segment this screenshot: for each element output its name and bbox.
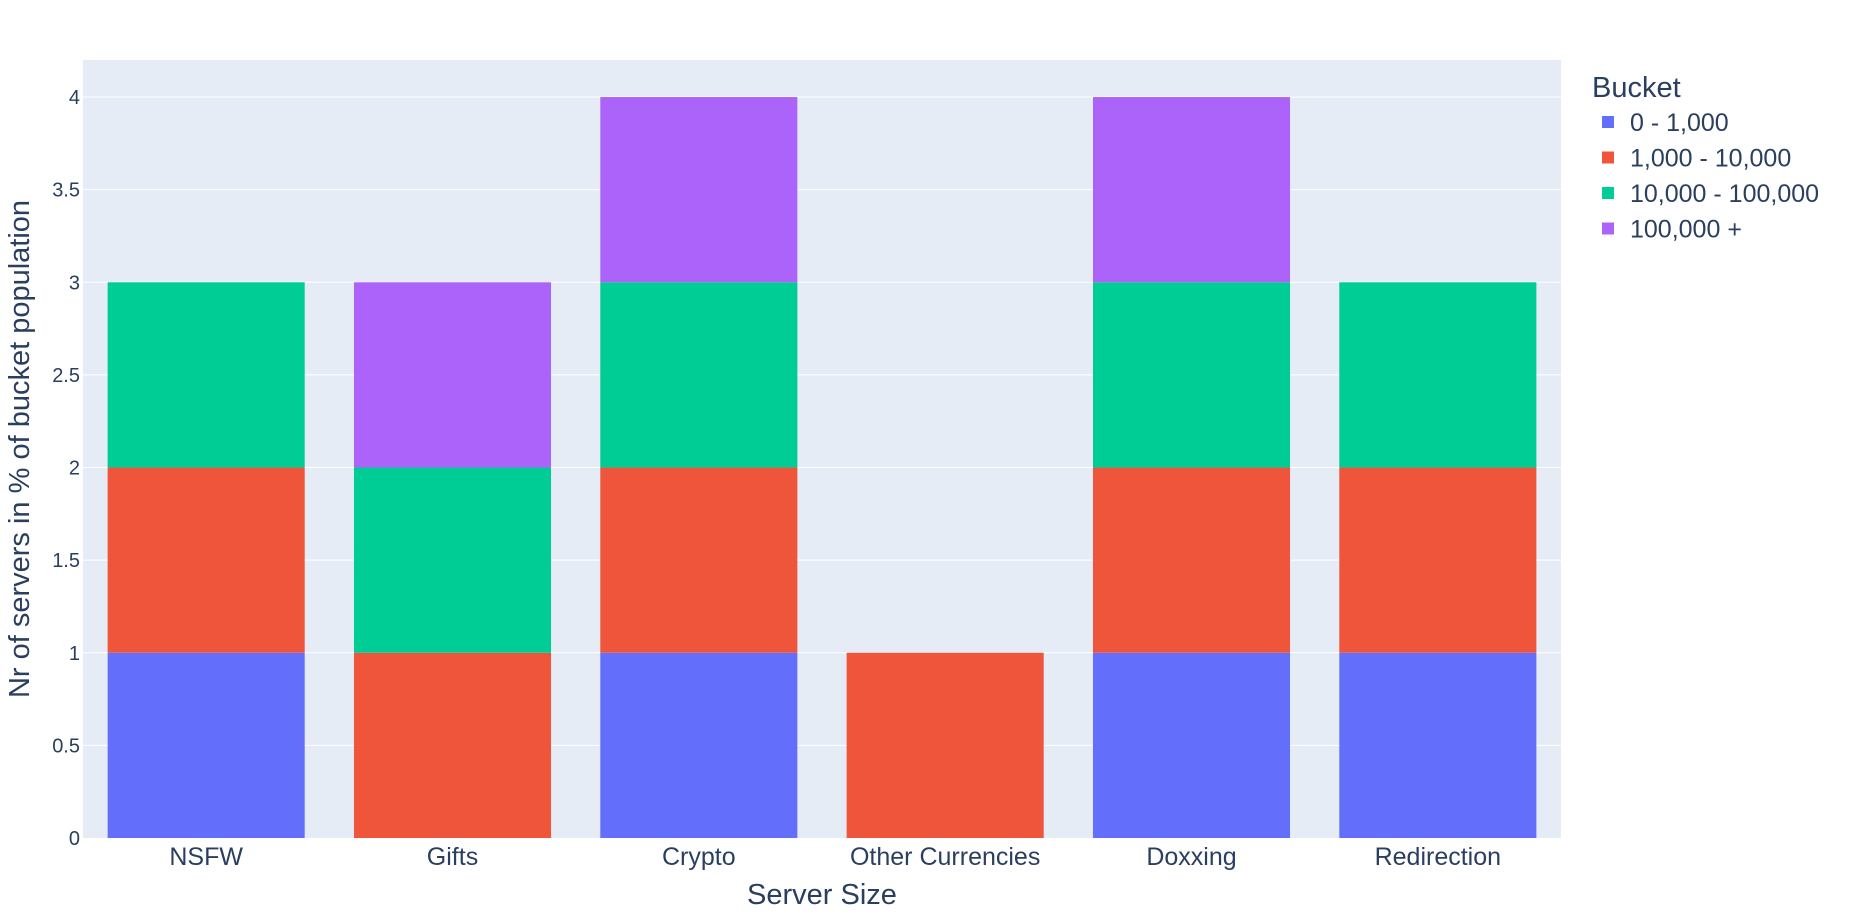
bar-segment (1339, 467, 1537, 653)
y-tick-label: 4 (69, 87, 80, 109)
legend-swatch (1602, 187, 1614, 199)
y-tick-label: 1 (69, 643, 80, 665)
bar-segment (846, 652, 1044, 838)
legend-swatch (1602, 116, 1614, 128)
y-tick-label: 1.5 (52, 550, 80, 572)
legend: Bucket 0 - 1,000 1,000 - 10,000 10,000 - 1… (1592, 72, 1819, 244)
bar-segment (600, 282, 798, 468)
x-axis-ticks: NSFW Gifts Crypto Other Currencies Doxxing Re… (169, 843, 1501, 871)
bar-segment (107, 467, 305, 653)
x-tick-label: Redirection (1375, 843, 1501, 871)
x-tick-label: Gifts (427, 843, 478, 871)
x-axis-title: Server Size (747, 879, 897, 911)
legend-label: 100,000 + (1630, 216, 1742, 244)
y-axis-title: Nr of servers in % of bucket population (4, 200, 36, 698)
x-tick-label: NSFW (169, 843, 243, 871)
x-tick-label: Other Currencies (850, 843, 1040, 871)
bar-segment (1339, 282, 1537, 468)
bar-segment (353, 282, 552, 468)
bars (107, 97, 1537, 838)
legend-label: 0 - 1,000 (1630, 109, 1729, 137)
y-tick-label: 0 (69, 828, 80, 850)
y-tick-label: 3.5 (52, 180, 80, 202)
bar-segment (1339, 652, 1537, 838)
bar-segment (1092, 282, 1291, 468)
bar-segment (600, 467, 798, 653)
y-tick-label: 3 (69, 272, 80, 294)
legend-swatch (1602, 151, 1614, 164)
bar-segment (353, 467, 552, 653)
bar-segment (107, 282, 305, 468)
y-tick-label: 2.5 (52, 365, 80, 387)
bar-segment (107, 652, 305, 838)
y-tick-label: 2 (69, 458, 80, 480)
bar-segment (1092, 467, 1291, 653)
legend-label: 1,000 - 10,000 (1630, 145, 1791, 173)
x-tick-label: Crypto (662, 843, 736, 871)
legend-label: 10,000 - 100,000 (1630, 180, 1819, 208)
legend-swatch (1602, 222, 1614, 235)
bar-segment (600, 97, 798, 283)
gridlines (83, 96, 1561, 746)
legend-title: Bucket (1592, 72, 1681, 104)
bar-segment (1092, 97, 1291, 283)
y-axis-ticks: 0 0.5 1 1.5 2 2.5 3 3.5 4 (52, 87, 80, 850)
bar-segment (600, 652, 798, 838)
y-tick-label: 0.5 (52, 735, 80, 757)
bar-segment (353, 652, 552, 838)
bar-segment (1092, 652, 1291, 838)
x-tick-label: Doxxing (1146, 843, 1236, 871)
